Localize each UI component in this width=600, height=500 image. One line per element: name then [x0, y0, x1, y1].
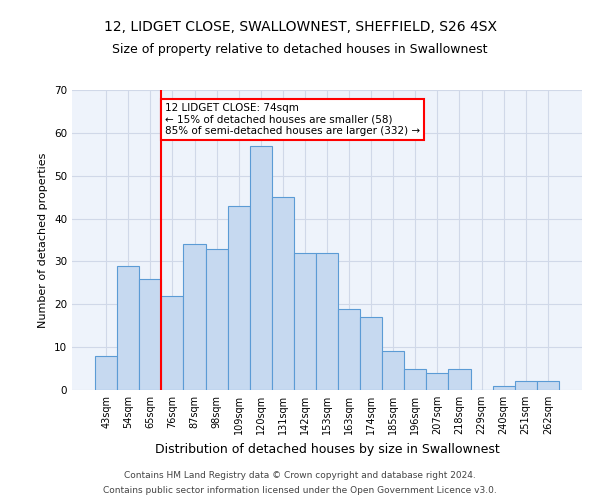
Text: 12, LIDGET CLOSE, SWALLOWNEST, SHEFFIELD, S26 4SX: 12, LIDGET CLOSE, SWALLOWNEST, SHEFFIELD… [104, 20, 497, 34]
Text: Contains public sector information licensed under the Open Government Licence v3: Contains public sector information licen… [103, 486, 497, 495]
Bar [404, 368, 427, 390]
Bar [338, 308, 360, 390]
Bar [184, 244, 206, 390]
Y-axis label: Number of detached properties: Number of detached properties [38, 152, 49, 328]
Bar [161, 296, 184, 390]
Bar [117, 266, 139, 390]
Text: 12 LIDGET CLOSE: 74sqm
← 15% of detached houses are smaller (58)
85% of semi-det: 12 LIDGET CLOSE: 74sqm ← 15% of detached… [165, 103, 420, 136]
Bar [206, 248, 227, 390]
Bar [250, 146, 272, 390]
Bar [139, 278, 161, 390]
Bar [537, 382, 559, 390]
Text: Size of property relative to detached houses in Swallownest: Size of property relative to detached ho… [112, 42, 488, 56]
Text: Contains HM Land Registry data © Crown copyright and database right 2024.: Contains HM Land Registry data © Crown c… [124, 471, 476, 480]
Bar [493, 386, 515, 390]
Bar [294, 253, 316, 390]
Bar [515, 382, 537, 390]
Bar [95, 356, 117, 390]
Bar [448, 368, 470, 390]
Bar [382, 352, 404, 390]
Bar [360, 317, 382, 390]
X-axis label: Distribution of detached houses by size in Swallownest: Distribution of detached houses by size … [155, 442, 499, 456]
Bar [272, 197, 294, 390]
Bar [427, 373, 448, 390]
Bar [227, 206, 250, 390]
Bar [316, 253, 338, 390]
